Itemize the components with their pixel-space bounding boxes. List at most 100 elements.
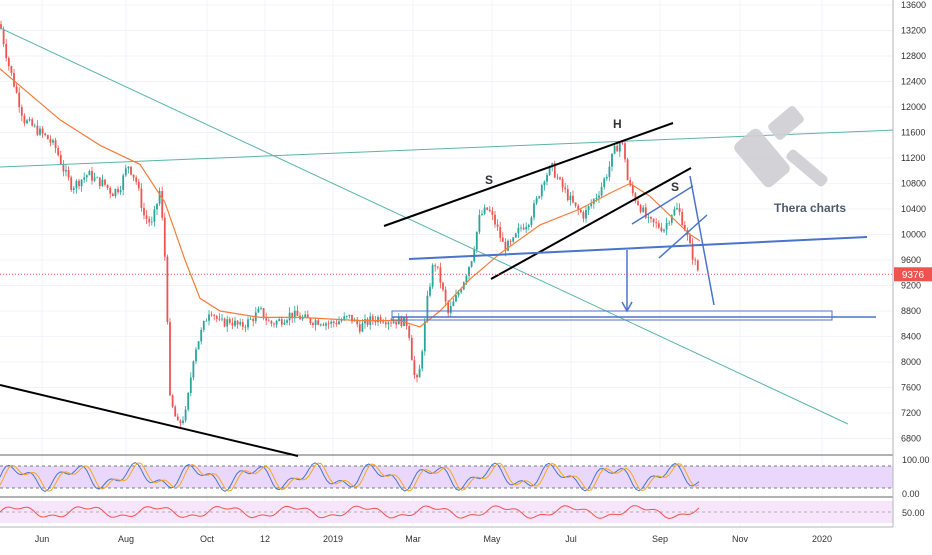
- rsi-line: [0, 505, 700, 520]
- candle: [213, 313, 216, 321]
- candle: [351, 314, 353, 325]
- candle: [663, 228, 665, 234]
- candle: [431, 263, 434, 289]
- price-tick-label: 10400: [901, 204, 926, 214]
- candle: [585, 205, 587, 223]
- price-tick-label: 9200: [901, 281, 921, 291]
- candle: [171, 394, 174, 408]
- candle: [163, 212, 166, 261]
- candle: [673, 206, 676, 217]
- candle: [533, 200, 535, 221]
- candle: [39, 125, 41, 137]
- candle: [317, 318, 320, 326]
- candle: [36, 120, 39, 137]
- candle: [681, 208, 684, 226]
- candle: [423, 317, 426, 356]
- channel-top-line: [383, 122, 674, 227]
- candle: [280, 316, 283, 328]
- candle: [283, 319, 286, 326]
- moving-average-line: [0, 68, 701, 328]
- candle: [260, 306, 262, 311]
- candle: [130, 166, 132, 176]
- candle: [158, 187, 161, 206]
- candle: [507, 239, 509, 252]
- candle: [18, 87, 21, 113]
- candle: [322, 322, 325, 327]
- candle: [267, 317, 270, 322]
- candle: [455, 289, 457, 303]
- candle: [509, 239, 512, 246]
- candle: [569, 192, 572, 206]
- candle: [202, 320, 205, 333]
- candle: [197, 341, 200, 350]
- candle: [114, 188, 117, 199]
- candle: [501, 232, 504, 242]
- candle: [70, 175, 73, 192]
- candle: [223, 317, 226, 328]
- price-tick-label: 7600: [901, 383, 921, 393]
- candle: [527, 223, 530, 231]
- candle: [15, 83, 18, 94]
- time-tick-label: Nov: [732, 534, 749, 544]
- candle: [514, 232, 517, 239]
- oscillator-axis: 100.00 0.00 50.00: [902, 455, 930, 518]
- candle: [660, 222, 663, 233]
- candle: [634, 191, 637, 204]
- candle: [543, 180, 546, 191]
- candle: [148, 216, 151, 227]
- time-tick-label: Jun: [35, 534, 50, 544]
- candle: [265, 312, 268, 326]
- candle: [566, 184, 569, 202]
- candle: [439, 262, 442, 289]
- candle: [449, 301, 452, 318]
- candle: [65, 164, 67, 177]
- candle: [525, 222, 528, 234]
- last-price-badge: 9376: [894, 267, 932, 282]
- candle: [234, 316, 236, 328]
- candle: [655, 218, 658, 229]
- candle: [135, 175, 138, 185]
- candle: [629, 177, 632, 187]
- candle: [72, 185, 75, 194]
- candle: [80, 179, 83, 192]
- price-tick-label: 11600: [901, 128, 925, 138]
- candle: [59, 150, 62, 166]
- time-axis[interactable]: Jun Aug Oct 12 2019 Mar May Jul Sep Nov 2020: [35, 534, 832, 544]
- stoch-level-100: 100.00: [902, 455, 930, 465]
- candle: [44, 132, 47, 137]
- candle: [31, 117, 34, 127]
- candle: [486, 207, 489, 211]
- candle: [382, 318, 385, 324]
- time-tick-label: 2020: [812, 534, 832, 544]
- candle: [239, 318, 242, 327]
- candle: [491, 207, 494, 220]
- candle: [174, 404, 177, 417]
- candle: [182, 416, 184, 425]
- time-tick-label: May: [483, 534, 501, 544]
- candle: [275, 319, 278, 328]
- stochastic-band: [0, 466, 893, 488]
- pattern-labels: S H S: [485, 117, 679, 194]
- candle: [244, 324, 247, 333]
- price-tick-label: 8800: [901, 306, 921, 316]
- candle: [626, 157, 629, 181]
- candle: [314, 317, 317, 331]
- candle: [475, 231, 478, 254]
- time-tick-label: Mar: [405, 534, 421, 544]
- candle: [127, 166, 130, 174]
- candle: [694, 257, 697, 266]
- candle: [62, 160, 65, 177]
- candle: [413, 356, 416, 380]
- stochastic-d-line: [0, 462, 700, 492]
- candle: [145, 209, 148, 224]
- candle: [46, 134, 49, 140]
- price-axis[interactable]: 13600 13200 12800 12400 12000 11600 11200 10800…: [901, 0, 926, 444]
- candle: [348, 314, 351, 319]
- candle: [83, 172, 86, 184]
- candle: [358, 319, 361, 335]
- candle: [20, 104, 23, 122]
- price-tick-label: 10000: [901, 230, 926, 240]
- stoch-level-0: 0.00: [902, 489, 920, 499]
- candle: [101, 174, 104, 187]
- candle: [379, 314, 382, 324]
